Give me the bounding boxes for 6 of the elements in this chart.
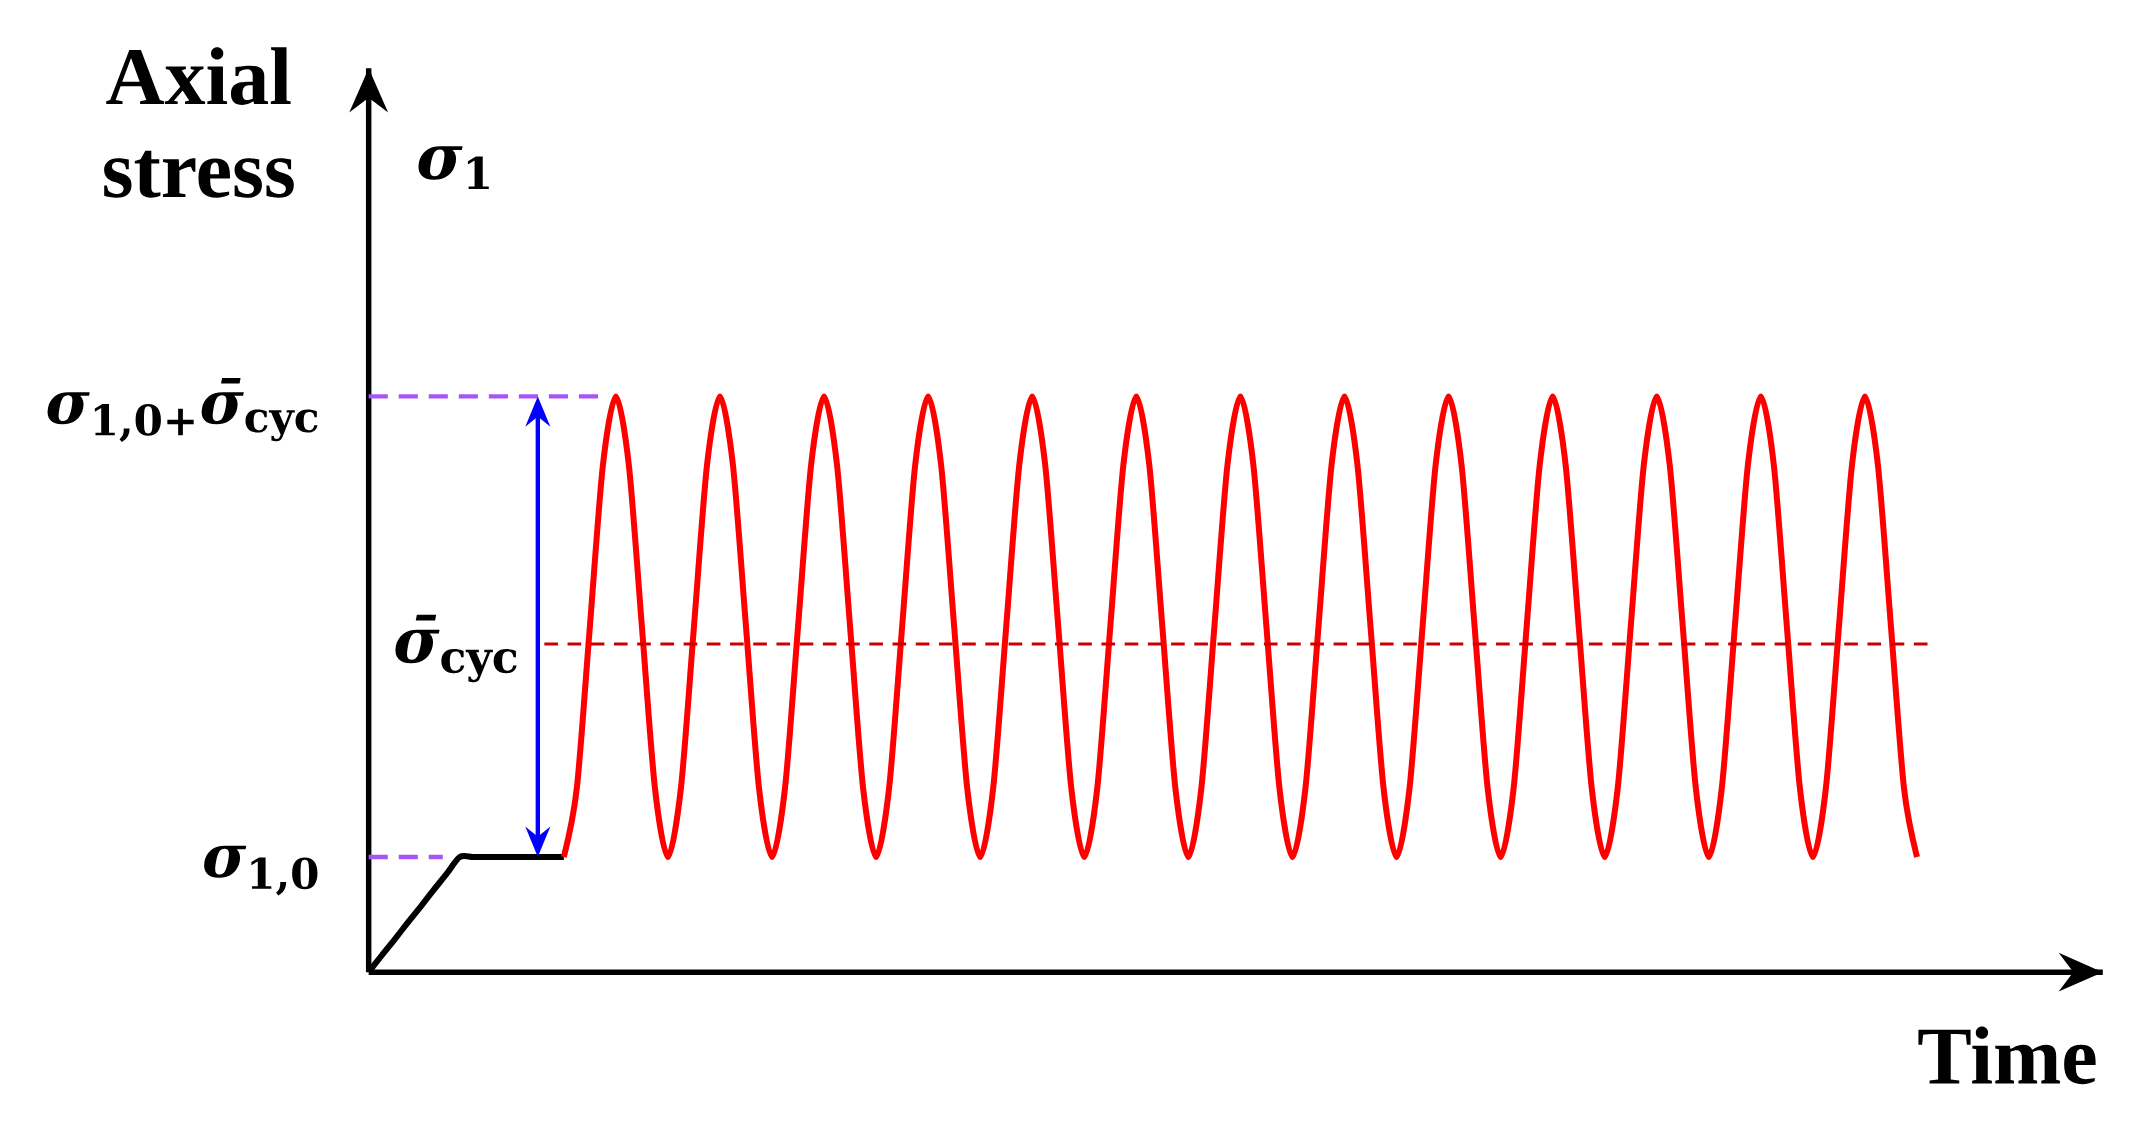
x-axis-title: Time — [1918, 1026, 2096, 1085]
ref-line-label: σ$_{1,0+}$σ̄$_{cyc}$ — [47, 378, 318, 443]
annotation: σ̄$_{cyc}$ — [395, 614, 517, 683]
text: σ$_{1}$ — [418, 146, 489, 190]
ref-line-label: σ$_{1,0}$ — [204, 845, 318, 896]
y-axis-title: Axial stress — [104, 47, 294, 198]
